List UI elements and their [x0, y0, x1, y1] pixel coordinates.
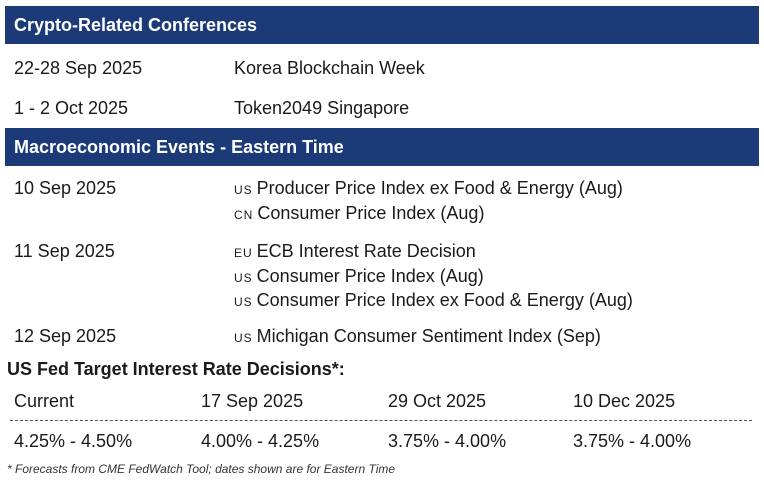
- country-code: EU: [234, 246, 253, 260]
- conference-name: Korea Blockchain Week: [234, 58, 425, 78]
- country-code: US: [234, 270, 253, 285]
- event-list: EU ECB Interest Rate Decision US Consumer …: [234, 240, 633, 314]
- fed-header-date: 17 Sep 2025: [201, 391, 304, 411]
- event-list: US Producer Price Index ex Food & Energy …: [234, 177, 623, 226]
- event-date: 10 Sep 2025: [14, 178, 117, 198]
- event-item: EU ECB Interest Rate Decision: [234, 240, 633, 265]
- fed-rate-value: 4.25% - 4.50%: [14, 431, 133, 451]
- fed-title: US Fed Target Interest Rate Decisions*:: [7, 359, 345, 379]
- event-name: Consumer Price Index (Aug): [256, 265, 484, 286]
- fed-rate-value: 3.75% - 4.00%: [388, 431, 507, 451]
- fed-rate-value: 3.75% - 4.00%: [573, 431, 692, 451]
- event-list: US Michigan Consumer Sentiment Index (Sep…: [234, 325, 601, 350]
- event-date: 12 Sep 2025: [14, 326, 117, 346]
- event-item: US Producer Price Index ex Food & Energy …: [234, 177, 623, 202]
- event-item: US Consumer Price Index (Aug): [234, 265, 633, 290]
- event-date: 11 Sep 2025: [14, 241, 115, 261]
- fed-rate-value: 4.00% - 4.25%: [201, 431, 320, 451]
- conference-name: Token2049 Singapore: [234, 98, 410, 118]
- event-name: Consumer Price Index (Aug): [257, 202, 485, 223]
- event-name: Producer Price Index ex Food & Energy (A…: [256, 178, 623, 198]
- footnote: * Forecasts from CME FedWatch Tool; date…: [7, 462, 396, 476]
- fed-header-date: 29 Oct 2025: [388, 391, 487, 411]
- conferences-heading: Crypto-Related Conferences: [5, 6, 759, 44]
- event-name: ECB Interest Rate Decision: [256, 241, 476, 261]
- conference-date: 1 - 2 Oct 2025: [14, 98, 129, 118]
- event-item: CN Consumer Price Index (Aug): [234, 202, 623, 227]
- country-code: US: [234, 183, 253, 197]
- country-code: US: [234, 295, 253, 309]
- country-code: CN: [234, 207, 254, 222]
- event-item: US Consumer Price Index ex Food & Energy …: [234, 289, 633, 314]
- event-item: US Michigan Consumer Sentiment Index (Sep…: [234, 325, 601, 350]
- conference-date: 22-28 Sep 2025: [14, 58, 143, 78]
- event-name: Consumer Price Index ex Food & Energy (A…: [256, 290, 633, 310]
- fed-header-current: Current: [14, 391, 75, 411]
- macro-heading: Macroeconomic Events - Eastern Time: [5, 128, 759, 166]
- fed-header-date: 10 Dec 2025: [573, 391, 676, 411]
- event-name: Michigan Consumer Sentiment Index (Sep): [256, 326, 601, 346]
- dashed-divider: [10, 420, 752, 421]
- country-code: US: [234, 331, 253, 345]
